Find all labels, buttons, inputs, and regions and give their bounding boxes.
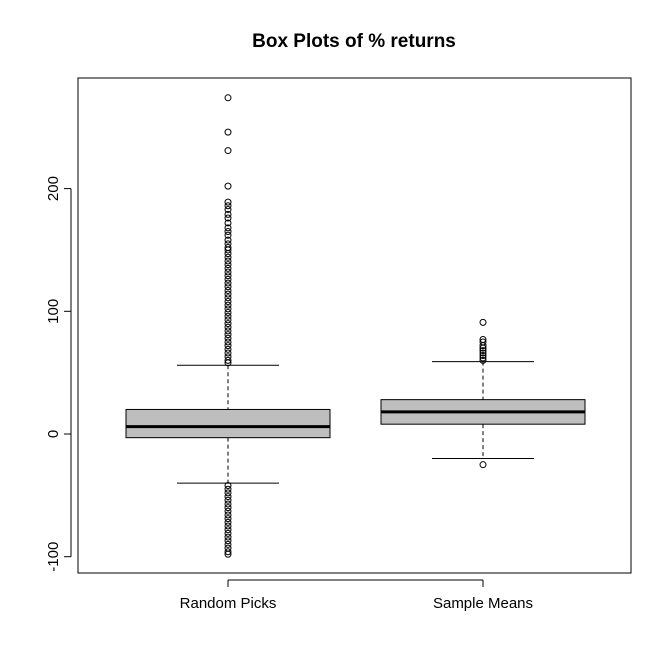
outlier-point bbox=[224, 228, 232, 236]
outlier-point bbox=[479, 354, 487, 362]
outlier-point bbox=[224, 342, 232, 350]
outlier-point bbox=[224, 359, 232, 367]
outlier-point bbox=[224, 526, 232, 534]
outlier-point bbox=[224, 331, 232, 339]
x-axis: Random Picks Sample Means bbox=[180, 579, 533, 612]
outlier-point bbox=[224, 522, 232, 530]
outlier-point bbox=[224, 493, 232, 501]
iqr-box bbox=[125, 408, 331, 439]
outlier-point bbox=[224, 507, 232, 515]
outlier-point bbox=[224, 356, 232, 364]
outlier-point bbox=[224, 297, 232, 305]
outlier-point bbox=[479, 347, 487, 355]
x-tick-label: Sample Means bbox=[433, 595, 533, 612]
outlier-point bbox=[479, 461, 487, 469]
outlier-point bbox=[224, 334, 232, 342]
outlier-point bbox=[224, 548, 232, 556]
outlier-point bbox=[224, 128, 232, 136]
outlier-point bbox=[224, 250, 232, 258]
outlier-point bbox=[224, 94, 232, 102]
outlier-point bbox=[224, 485, 232, 493]
outlier-point bbox=[479, 356, 487, 364]
outlier-point bbox=[224, 272, 232, 280]
outlier-point bbox=[224, 202, 232, 210]
outlier-point bbox=[479, 342, 487, 350]
outlier-point bbox=[224, 482, 232, 490]
outlier-point bbox=[224, 345, 232, 353]
outlier-point bbox=[224, 264, 232, 272]
outlier-point bbox=[224, 268, 232, 276]
box-random-picks bbox=[125, 94, 331, 558]
outlier-point bbox=[224, 147, 232, 155]
y-axis: -100 0 100 200 bbox=[45, 176, 72, 572]
outlier-point bbox=[224, 257, 232, 265]
outlier-point bbox=[224, 515, 232, 523]
outlier-point bbox=[224, 323, 232, 331]
outlier-point bbox=[224, 219, 232, 227]
outlier-point bbox=[224, 279, 232, 287]
outlier-point bbox=[224, 253, 232, 261]
y-tick-label: 100 bbox=[45, 299, 62, 324]
outlier-point bbox=[224, 236, 232, 244]
outlier-point bbox=[224, 224, 232, 232]
outlier-point bbox=[224, 320, 232, 328]
outlier-point bbox=[224, 518, 232, 526]
outlier-point bbox=[224, 500, 232, 508]
outlier-point bbox=[224, 210, 232, 218]
boxes bbox=[125, 94, 586, 558]
outlier-point bbox=[224, 540, 232, 548]
box-sample-means bbox=[380, 318, 586, 469]
outlier-point bbox=[224, 327, 232, 335]
outlier-point bbox=[224, 182, 232, 190]
outlier-point bbox=[224, 533, 232, 541]
outlier-point bbox=[224, 301, 232, 309]
outlier-point bbox=[224, 198, 232, 206]
outlier-point bbox=[224, 205, 232, 213]
outlier-point bbox=[224, 275, 232, 283]
outlier-point bbox=[224, 504, 232, 512]
outlier-point bbox=[479, 351, 487, 359]
outlier-point bbox=[224, 349, 232, 357]
outlier-point bbox=[224, 305, 232, 313]
outlier-point bbox=[224, 214, 232, 222]
outlier-point bbox=[224, 309, 232, 317]
chart-title: Box Plots of % returns bbox=[252, 31, 456, 52]
outlier-point bbox=[224, 261, 232, 269]
outlier-point bbox=[224, 529, 232, 537]
outlier-point bbox=[224, 489, 232, 497]
outlier-point bbox=[224, 283, 232, 291]
x-tick-label: Random Picks bbox=[180, 595, 277, 612]
outlier-point bbox=[224, 537, 232, 545]
outlier-point bbox=[224, 294, 232, 302]
outlier-point bbox=[224, 338, 232, 346]
plot-frame bbox=[77, 77, 632, 574]
outlier-point bbox=[479, 344, 487, 352]
outlier-point bbox=[224, 496, 232, 504]
y-tick-label: 0 bbox=[45, 430, 62, 438]
outlier-point bbox=[479, 318, 487, 326]
outlier-point bbox=[224, 511, 232, 519]
outlier-point bbox=[224, 231, 232, 239]
y-tick-label: -100 bbox=[45, 542, 62, 572]
outlier-point bbox=[224, 312, 232, 320]
outlier-point bbox=[479, 349, 487, 357]
outlier-point bbox=[224, 290, 232, 298]
outlier-point bbox=[224, 246, 232, 254]
outlier-point bbox=[224, 286, 232, 294]
y-tick-label: 200 bbox=[45, 176, 62, 201]
outlier-point bbox=[224, 550, 232, 558]
outlier-point bbox=[224, 316, 232, 324]
